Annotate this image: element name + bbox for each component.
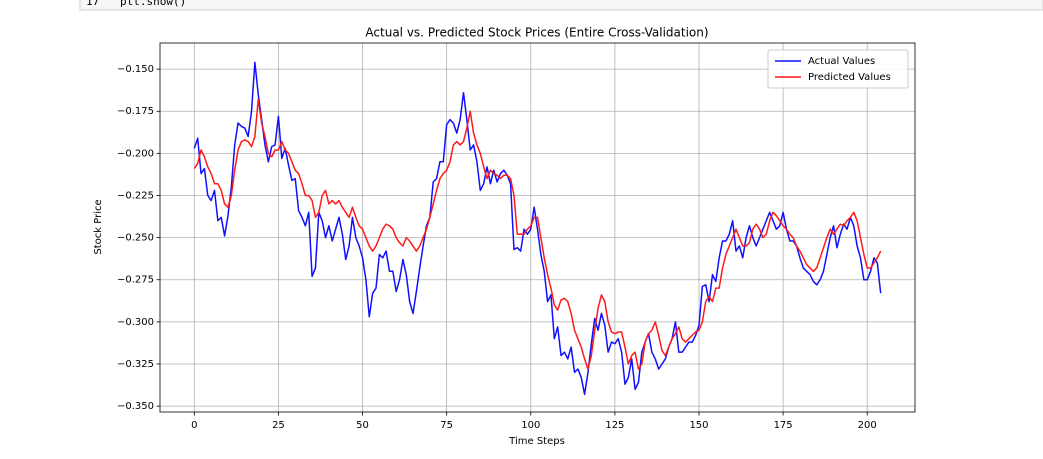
y-tick-label: −0.200 xyxy=(117,148,154,159)
code-cell xyxy=(79,0,1043,11)
x-tick-label: 175 xyxy=(774,420,793,431)
legend-label: Predicted Values xyxy=(808,72,891,83)
code-line: plt.show() xyxy=(120,0,186,8)
y-tick-label: −0.300 xyxy=(117,317,154,328)
x-tick-label: 150 xyxy=(689,420,708,431)
y-tick-label: −0.275 xyxy=(117,275,154,286)
y-tick-label: −0.350 xyxy=(117,401,154,412)
y-tick-label: −0.250 xyxy=(117,233,154,244)
y-tick-label: −0.175 xyxy=(117,106,154,117)
x-tick-label: 75 xyxy=(440,420,453,431)
y-axis-label: Stock Price xyxy=(93,199,104,254)
legend-box xyxy=(767,49,909,89)
line-number: 17 xyxy=(86,0,99,8)
chart-title: Actual vs. Predicted Stock Prices (Entir… xyxy=(365,26,708,40)
y-tick-label: −0.325 xyxy=(117,359,154,370)
y-tick-label: −0.150 xyxy=(117,64,154,75)
axes-frame xyxy=(159,42,916,413)
x-tick-label: 0 xyxy=(191,420,197,431)
x-tick-label: 25 xyxy=(272,420,285,431)
y-tick-label: −0.225 xyxy=(117,190,154,201)
x-tick-label: 125 xyxy=(605,420,624,431)
x-tick-label: 200 xyxy=(858,420,877,431)
x-tick-label: 50 xyxy=(356,420,369,431)
legend-label: Actual Values xyxy=(808,56,875,67)
x-axis-label: Time Steps xyxy=(508,436,565,447)
series-line xyxy=(193,61,882,396)
x-tick-label: 100 xyxy=(521,420,540,431)
series-line xyxy=(193,98,882,370)
legend: Actual Values Predicted Values xyxy=(767,49,909,89)
plot-area: −0.350 −0.325 −0.300 −0.275 −0.250 −0.225 −0.2… xyxy=(117,43,915,431)
